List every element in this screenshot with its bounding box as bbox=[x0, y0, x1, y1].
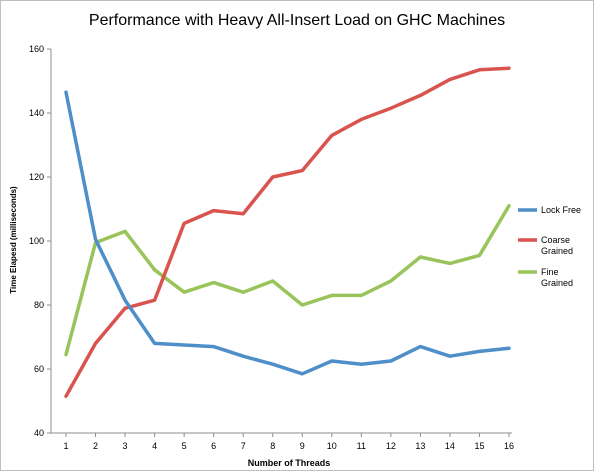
legend-label: Grained bbox=[541, 246, 573, 256]
legend-label: Coarse bbox=[541, 235, 570, 245]
series-line-coarse-grained bbox=[66, 68, 509, 396]
x-tick-label: 8 bbox=[270, 441, 275, 451]
series-lines bbox=[66, 68, 509, 396]
x-tick-label: 16 bbox=[504, 441, 514, 451]
legend-label: Fine bbox=[541, 267, 559, 277]
x-tick-label: 13 bbox=[415, 441, 425, 451]
y-tick-label: 60 bbox=[34, 364, 44, 374]
legend-label: Grained bbox=[541, 278, 573, 288]
x-axis-ticks: 1 2 3 4 5 6 7 8 9 10 11 12 13 14 15 16 bbox=[63, 433, 514, 451]
x-tick-label: 11 bbox=[357, 441, 366, 451]
y-tick-label: 40 bbox=[34, 428, 44, 438]
y-tick-label: 100 bbox=[29, 236, 44, 246]
y-tick-label: 140 bbox=[29, 108, 44, 118]
x-tick-label: 12 bbox=[386, 441, 396, 451]
x-tick-label: 14 bbox=[445, 441, 455, 451]
y-tick-label: 120 bbox=[29, 172, 44, 182]
x-axis-label: Number of Threads bbox=[248, 458, 331, 468]
chart-title: Performance with Heavy All-Insert Load o… bbox=[89, 12, 505, 29]
x-tick-label: 7 bbox=[241, 441, 246, 451]
x-tick-label: 5 bbox=[182, 441, 187, 451]
legend-label: Lock Free bbox=[541, 205, 581, 215]
x-tick-label: 3 bbox=[123, 441, 128, 451]
series-line-lock-free bbox=[66, 92, 509, 374]
x-tick-label: 10 bbox=[327, 441, 337, 451]
x-tick-label: 15 bbox=[474, 441, 484, 451]
x-tick-label: 2 bbox=[93, 441, 98, 451]
y-tick-label: 80 bbox=[34, 300, 44, 310]
x-tick-label: 1 bbox=[63, 441, 68, 451]
series-line-fine-grained bbox=[66, 206, 509, 355]
y-axis-label: Time Elapesd (milliseconds) bbox=[9, 186, 18, 294]
x-tick-label: 6 bbox=[211, 441, 216, 451]
y-axis-ticks: 40 60 80 100 120 140 160 bbox=[29, 44, 51, 438]
y-tick-label: 160 bbox=[29, 44, 44, 54]
x-tick-label: 9 bbox=[300, 441, 305, 451]
x-tick-label: 4 bbox=[152, 441, 157, 451]
